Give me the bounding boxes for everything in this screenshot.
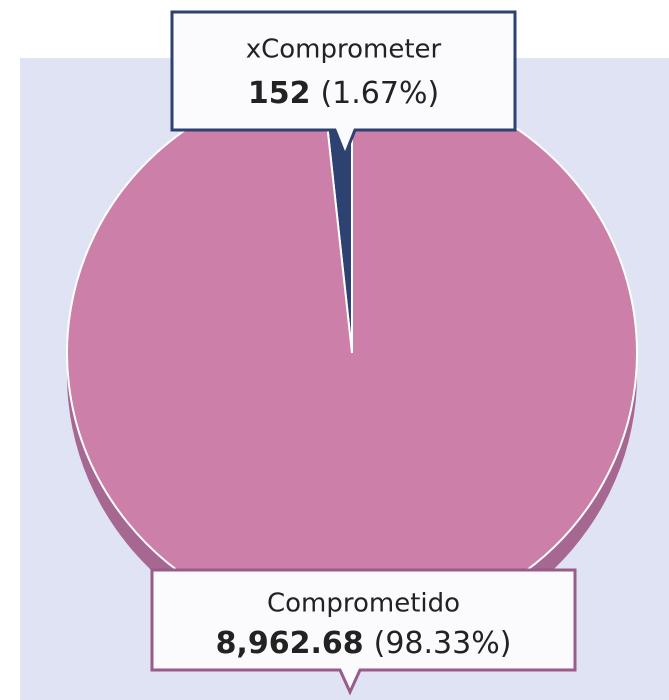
tooltip-name: xComprometer [246, 35, 442, 65]
tooltip-value: 8,962.68 (98.33%) [216, 626, 512, 661]
tooltip: Comprometido 8,962.68 (98.33%) [150, 568, 577, 696]
percent-label: (1.67%) [320, 76, 439, 111]
pie-slice [66, 76, 638, 629]
tooltip-name: Comprometido [267, 589, 460, 619]
value-label: 8,962.68 [216, 626, 364, 661]
percent-label: (98.33%) [374, 626, 512, 661]
tooltip: xComprometer 152 (1.67%) [170, 10, 517, 160]
tooltip-value: 152 (1.67%) [248, 76, 439, 111]
tooltip-box [170, 10, 517, 160]
tooltip-box [150, 568, 577, 696]
value-label: 152 [248, 76, 311, 111]
